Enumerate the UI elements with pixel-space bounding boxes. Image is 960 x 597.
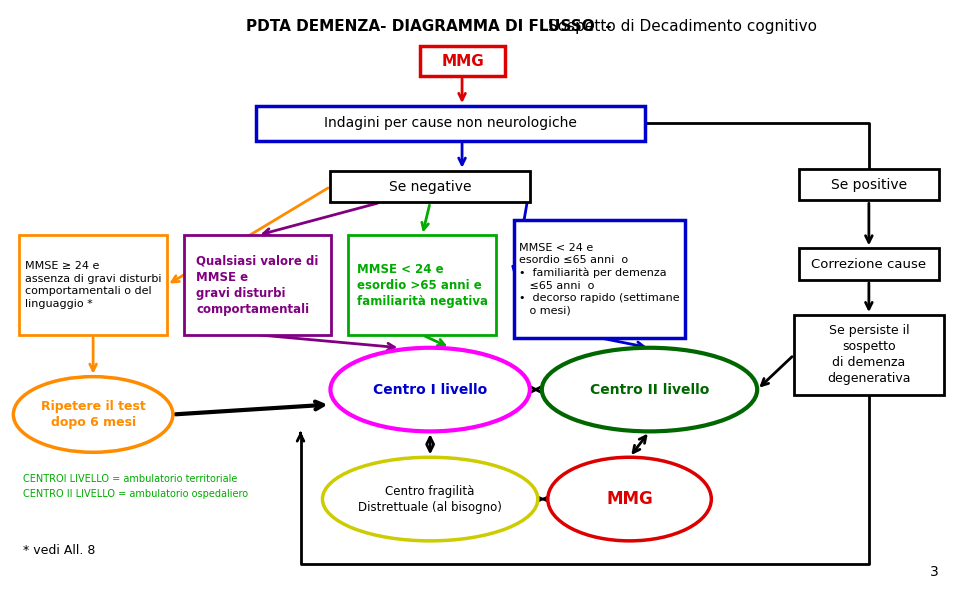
Text: Qualsiasi valore di
MMSE e
gravi disturbi
comportamentali: Qualsiasi valore di MMSE e gravi disturb…	[197, 254, 319, 316]
FancyBboxPatch shape	[420, 46, 505, 76]
FancyBboxPatch shape	[330, 171, 530, 202]
Ellipse shape	[330, 348, 530, 432]
Ellipse shape	[323, 457, 538, 541]
Text: Se positive: Se positive	[830, 177, 907, 192]
FancyBboxPatch shape	[348, 235, 496, 335]
FancyBboxPatch shape	[184, 235, 331, 335]
Ellipse shape	[13, 377, 173, 453]
Ellipse shape	[548, 457, 711, 541]
Text: MMSE < 24 e
esordio >65 anni e
familiarità negativa: MMSE < 24 e esordio >65 anni e familiari…	[357, 263, 488, 307]
Text: Se negative: Se negative	[389, 180, 471, 193]
Text: PDTA DEMENZA- DIAGRAMMA DI FLUSSO  -: PDTA DEMENZA- DIAGRAMMA DI FLUSSO -	[246, 19, 616, 34]
Text: Ripetere il test
dopo 6 mesi: Ripetere il test dopo 6 mesi	[40, 400, 146, 429]
Text: Indagini per cause non neurologiche: Indagini per cause non neurologiche	[324, 116, 577, 130]
Text: CENTRO II LIVELLO = ambulatorio ospedaliero: CENTRO II LIVELLO = ambulatorio ospedali…	[23, 489, 249, 499]
Text: Centro I livello: Centro I livello	[373, 383, 488, 396]
Text: * vedi All. 8: * vedi All. 8	[23, 544, 96, 557]
Text: MMG: MMG	[442, 54, 484, 69]
FancyBboxPatch shape	[19, 235, 167, 335]
FancyBboxPatch shape	[799, 168, 939, 201]
FancyBboxPatch shape	[794, 315, 944, 395]
Text: Centro II livello: Centro II livello	[589, 383, 709, 396]
FancyBboxPatch shape	[255, 106, 644, 141]
Text: Centro fragilità
Distrettuale (al bisogno): Centro fragilità Distrettuale (al bisogn…	[358, 485, 502, 513]
Text: MMSE < 24 e
esordio ≤65 anni  o
•  familiarità per demenza
   ≤65 anni  o
•  dec: MMSE < 24 e esordio ≤65 anni o • familia…	[519, 243, 680, 315]
Text: MMG: MMG	[606, 490, 653, 508]
Text: Se persiste il
sospetto
di demenza
degenerativa: Se persiste il sospetto di demenza degen…	[828, 324, 911, 385]
Ellipse shape	[541, 348, 757, 432]
FancyBboxPatch shape	[799, 248, 939, 280]
Text: Sospetto di Decadimento cognitivo: Sospetto di Decadimento cognitivo	[548, 19, 817, 34]
Text: CENTROI LIVELLO = ambulatorio territoriale: CENTROI LIVELLO = ambulatorio territoria…	[23, 474, 238, 484]
FancyBboxPatch shape	[514, 220, 685, 338]
Text: 3: 3	[930, 565, 939, 578]
Text: MMSE ≥ 24 e
assenza di gravi disturbi
comportamentali o del
linguaggio *: MMSE ≥ 24 e assenza di gravi disturbi co…	[25, 261, 161, 309]
Text: Correzione cause: Correzione cause	[811, 258, 926, 270]
